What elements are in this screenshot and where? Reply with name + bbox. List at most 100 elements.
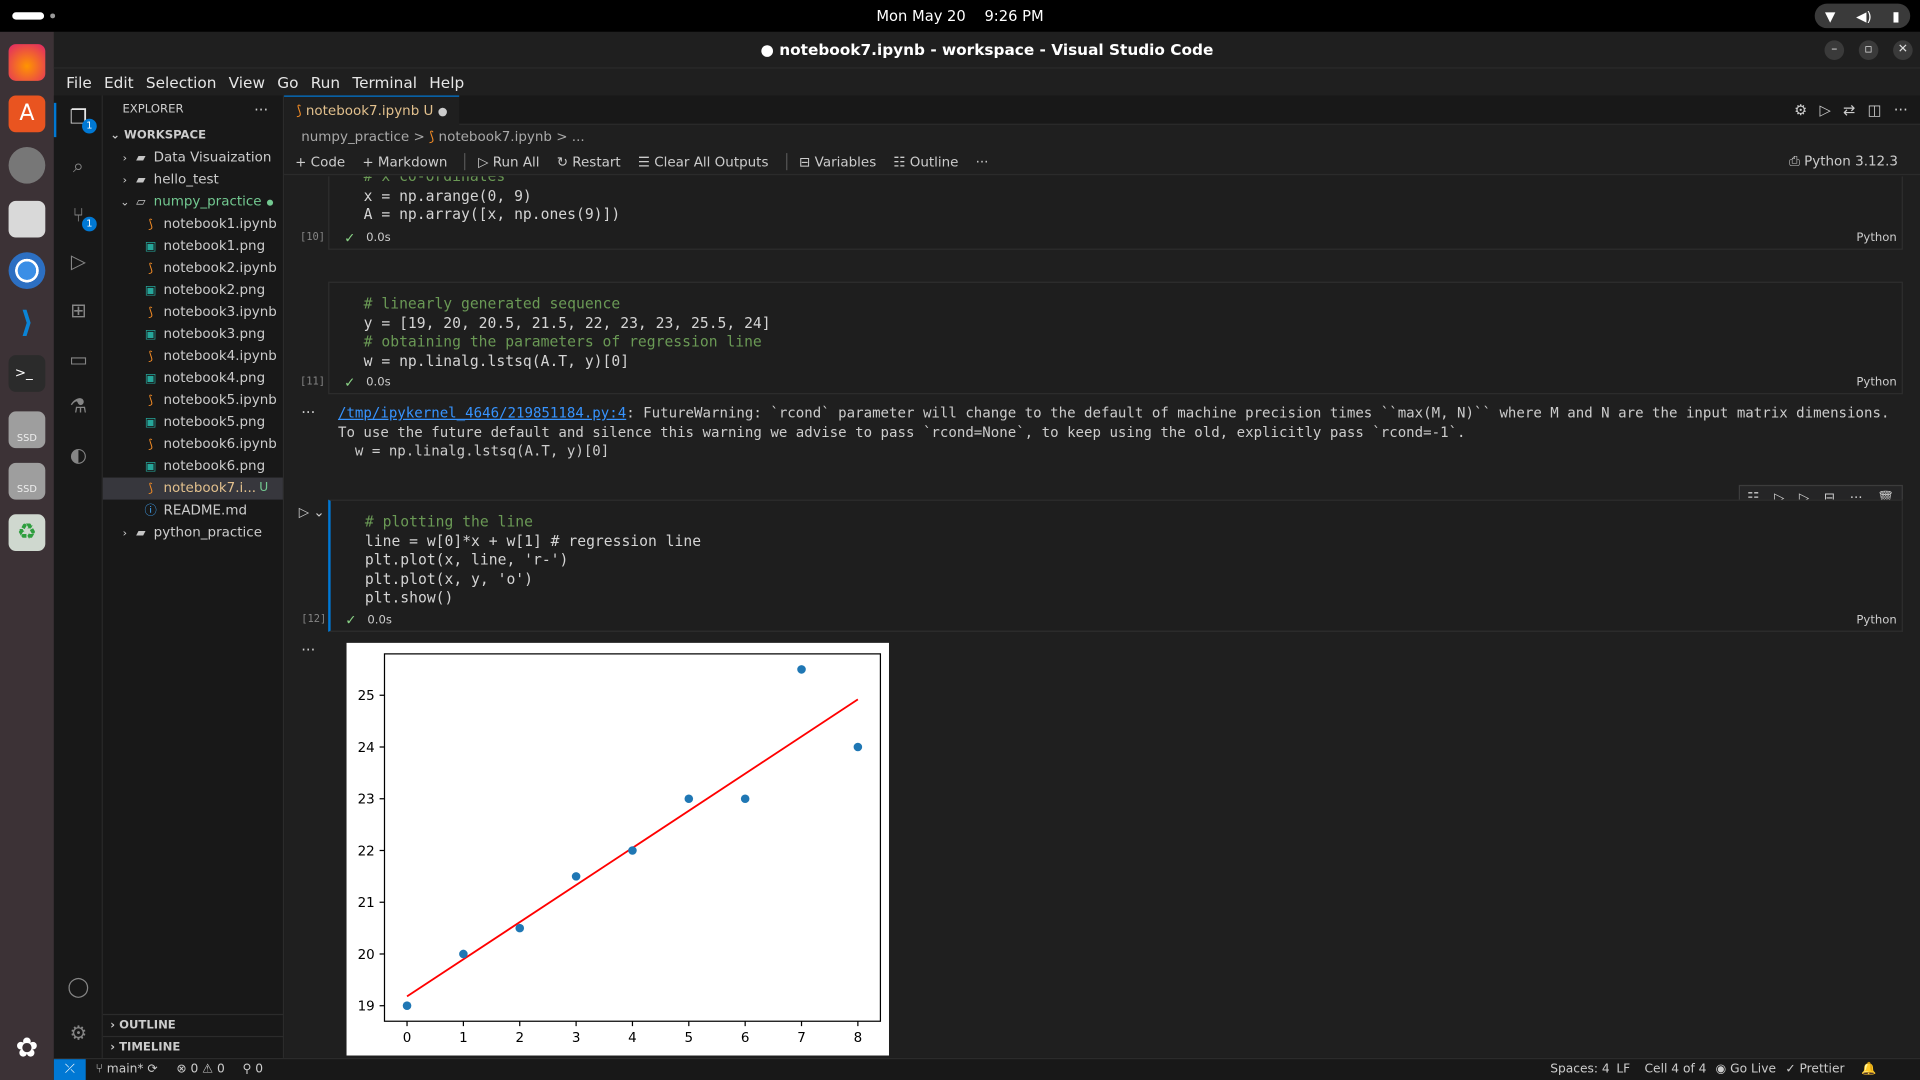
source-control-icon[interactable]: ⑂ 1: [64, 201, 97, 232]
timeline-section[interactable]: › TIMELINE: [102, 1035, 285, 1058]
tree-file[interactable]: ⟆ notebook1.ipynb: [103, 213, 283, 235]
vscode-icon[interactable]: ⟩: [20, 304, 34, 340]
remote-indicator-icon[interactable]: ⤫: [53, 1059, 86, 1080]
tree-folder[interactable]: › ▰ python_practice: [103, 522, 283, 544]
branch-status[interactable]: ⑂ main* ⟳: [95, 1062, 158, 1077]
ssd-drive-icon[interactable]: SSD: [8, 411, 46, 449]
compare-icon[interactable]: ⇄: [1843, 101, 1856, 119]
go-live-button[interactable]: ◉ Go Live: [1715, 1062, 1776, 1077]
run-debug-icon[interactable]: ▷: [70, 249, 86, 274]
tree-file[interactable]: ⟆ notebook5.ipynb: [103, 389, 283, 411]
code-cell[interactable]: # linearly generated sequence y = [19, 2…: [300, 281, 1903, 395]
menu-terminal[interactable]: Terminal: [352, 72, 418, 92]
execute-below-icon[interactable]: ▷: [1798, 489, 1810, 506]
testing-icon[interactable]: ⚗: [69, 394, 88, 418]
run-icon[interactable]: ▷: [1819, 101, 1831, 119]
tree-file[interactable]: ▣ notebook3.png: [103, 323, 283, 345]
cell-language[interactable]: Python: [1856, 231, 1897, 245]
tree-folder[interactable]: › ▰ hello_test: [103, 169, 283, 191]
output-actions-icon[interactable]: ···: [301, 404, 316, 422]
cell-language[interactable]: Python: [1856, 613, 1897, 627]
tree-file[interactable]: ▣ notebook2.png: [103, 279, 283, 301]
tree-file[interactable]: ⟆ notebook6.ipynb: [103, 433, 283, 455]
prettier-status[interactable]: ✓ Prettier: [1785, 1062, 1845, 1077]
code-editor[interactable]: # plotting the line line = w[0]*x + w[1]…: [331, 501, 1902, 608]
settings-icon[interactable]: [8, 146, 46, 184]
clear-outputs-button[interactable]: ☰ Clear All Outputs: [637, 153, 769, 170]
activities-button[interactable]: [12, 12, 45, 20]
tree-file[interactable]: ⓘ README.md: [103, 500, 283, 522]
manage-gear-icon[interactable]: ⚙: [69, 1021, 88, 1045]
split-cell-icon[interactable]: ⊟: [1823, 489, 1836, 506]
eol-status[interactable]: LF: [1616, 1062, 1631, 1077]
code-editor[interactable]: # x co-ordinates x = np.arange(0, 9) A =…: [329, 176, 1901, 224]
breadcrumb-more[interactable]: ...: [571, 128, 585, 145]
ssd-drive-icon-2[interactable]: SSD: [8, 462, 46, 500]
explorer-icon[interactable]: ❐ 1: [64, 103, 97, 134]
notifications-bell-icon[interactable]: 🔔: [1861, 1062, 1877, 1077]
menu-edit[interactable]: Edit: [103, 72, 134, 92]
breadcrumb-file[interactable]: notebook7.ipynb: [438, 128, 552, 145]
outline-button[interactable]: ☷ Outline: [893, 153, 959, 170]
show-apps-icon[interactable]: ✿: [15, 1033, 39, 1065]
restart-button[interactable]: ↻ Restart: [556, 153, 621, 170]
menu-file[interactable]: File: [66, 72, 92, 92]
run-all-button[interactable]: ▷ Run All: [478, 153, 540, 170]
terminal-icon[interactable]: >_: [8, 355, 46, 392]
remote-explorer-icon[interactable]: ▭: [69, 347, 88, 372]
workspace-section[interactable]: ⌄ WORKSPACE: [110, 128, 207, 143]
add-code-button[interactable]: + Code: [295, 153, 346, 170]
tree-file[interactable]: ▣ notebook5.png: [103, 411, 283, 433]
tree-file[interactable]: ▣ notebook4.png: [103, 367, 283, 389]
trash-icon[interactable]: ♻: [8, 514, 46, 552]
outline-section[interactable]: › OUTLINE: [102, 1013, 285, 1036]
files-icon[interactable]: [8, 200, 46, 238]
tab-notebook7[interactable]: ⟆ notebook7.ipynb U: [284, 95, 460, 125]
tree-file[interactable]: ⟆ notebook3.ipynb: [103, 301, 283, 323]
search-icon[interactable]: ⌕: [72, 154, 84, 178]
more-actions-icon[interactable]: ···: [254, 101, 269, 119]
tree-file[interactable]: ⟆ notebook4.ipynb: [103, 345, 283, 367]
indentation-status[interactable]: Spaces: 4: [1550, 1062, 1610, 1077]
unsaved-dot-icon[interactable]: [438, 107, 447, 117]
tree-file[interactable]: ▣ notebook1.png: [103, 235, 283, 257]
menu-help[interactable]: Help: [429, 72, 465, 92]
maximize-button[interactable]: ▫: [1858, 40, 1879, 61]
tree-folder[interactable]: › ▰ Data Visuaization: [103, 147, 283, 169]
gear-icon[interactable]: ⚙: [1794, 101, 1808, 119]
tree-folder[interactable]: ⌄ ▱ numpy_practice: [103, 191, 283, 213]
code-editor[interactable]: # linearly generated sequence y = [19, 2…: [329, 283, 1901, 371]
kernel-picker[interactable]: ⎙ Python 3.12.3: [1789, 153, 1898, 169]
firefox-icon[interactable]: [8, 44, 46, 81]
menu-selection[interactable]: Selection: [145, 72, 217, 92]
clock[interactable]: Mon May 20 9:26 PM: [876, 7, 1044, 25]
close-button[interactable]: ✕: [1893, 40, 1913, 61]
split-editor-icon[interactable]: ◫: [1867, 101, 1882, 119]
extensions-icon[interactable]: ⊞: [70, 298, 87, 323]
tree-file[interactable]: ▣ notebook6.png: [103, 456, 283, 478]
execute-above-icon[interactable]: ▷: [1773, 489, 1785, 506]
menu-run[interactable]: Run: [310, 72, 341, 92]
live-share-icon[interactable]: ◐: [69, 443, 87, 467]
software-center-icon[interactable]: A: [8, 95, 46, 133]
run-cell-icon[interactable]: ▷ ⌄: [298, 504, 325, 521]
chrome-icon[interactable]: [8, 252, 46, 289]
problems-status[interactable]: ⊗ 0 ⚠ 0: [176, 1062, 225, 1077]
menu-go[interactable]: Go: [277, 72, 299, 92]
ports-status[interactable]: ⚲ 0: [242, 1062, 264, 1077]
minimize-button[interactable]: –: [1824, 40, 1845, 61]
accounts-icon[interactable]: ◯: [67, 974, 90, 998]
tree-file[interactable]: ⟆ notebook7.i... U: [102, 477, 283, 500]
code-cell[interactable]: # x co-ordinates x = np.arange(0, 9) A =…: [300, 176, 1903, 250]
tree-file[interactable]: ⟆ notebook2.ipynb: [103, 257, 283, 279]
more-toolbar-icon[interactable]: ···: [975, 153, 989, 170]
code-cell-active[interactable]: # plotting the line line = w[0]*x + w[1]…: [301, 499, 1903, 632]
breadcrumb-folder[interactable]: numpy_practice: [301, 128, 410, 145]
system-tray[interactable]: ▼ ◀) ▮: [1814, 3, 1911, 29]
traceback-link[interactable]: /tmp/ipykernel_4646/219851184.py:4: [337, 404, 627, 422]
menu-view[interactable]: View: [228, 72, 266, 92]
variables-button[interactable]: ⊟ Variables: [799, 153, 877, 170]
cell-position-status[interactable]: Cell 4 of 4: [1644, 1062, 1707, 1077]
cell-language[interactable]: Python: [1856, 375, 1897, 390]
output-actions-icon[interactable]: ···: [301, 641, 316, 659]
